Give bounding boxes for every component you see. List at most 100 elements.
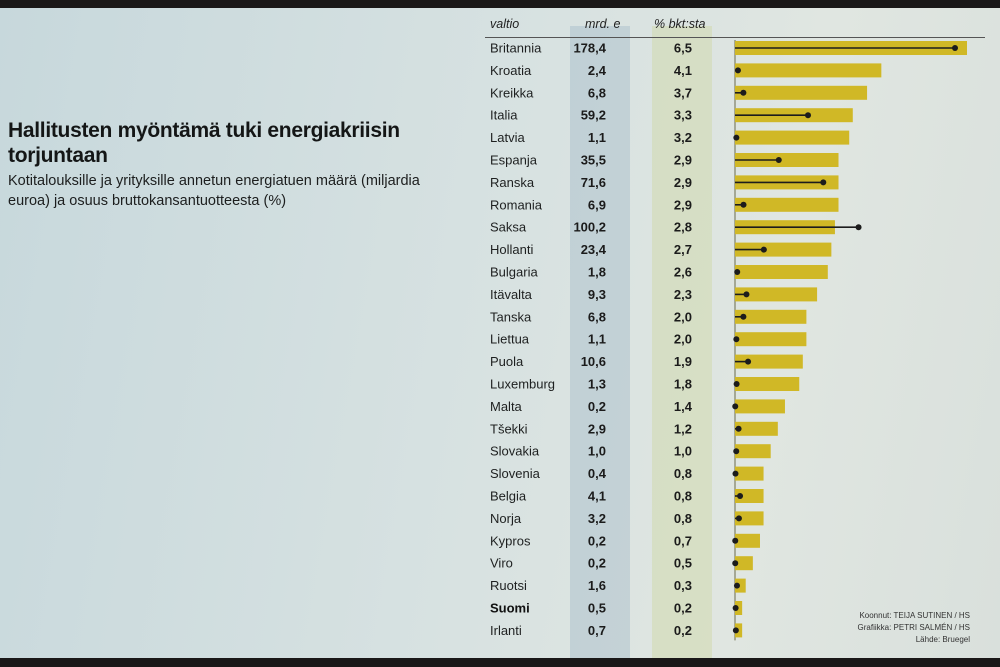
amount-label: 100,2 xyxy=(573,220,606,235)
pct-bar xyxy=(735,242,832,257)
amount-label: 178,4 xyxy=(573,41,606,56)
pct-bar xyxy=(735,556,753,571)
country-label: Viro xyxy=(490,556,513,571)
amount-dot xyxy=(740,89,747,96)
pct-label: 2,9 xyxy=(674,197,692,212)
pct-bar xyxy=(735,377,800,391)
pct-label: 0,8 xyxy=(674,466,692,481)
amount-dot xyxy=(732,605,739,611)
country-label: Latvia xyxy=(490,130,525,145)
pct-label: 0,5 xyxy=(674,556,692,571)
amount-dot xyxy=(732,627,739,634)
country-label: Norja xyxy=(490,511,522,526)
credit-compiled: Koonnut: TEIJA SUTINEN / HS xyxy=(859,611,970,620)
country-label: Bulgaria xyxy=(490,265,538,280)
amount-label: 4,1 xyxy=(588,489,606,504)
country-label: Kroatia xyxy=(490,63,532,78)
amount-dot xyxy=(735,425,742,432)
amount-label: 1,3 xyxy=(588,377,606,392)
amount-label: 0,2 xyxy=(588,533,606,548)
amount-dot xyxy=(733,448,740,455)
country-label: Britannia xyxy=(490,41,542,56)
pct-bar xyxy=(735,489,764,503)
pct-bar xyxy=(735,332,807,347)
pct-bar xyxy=(735,85,868,100)
amount-dot xyxy=(775,157,782,163)
pct-bar xyxy=(735,466,764,481)
pct-bar xyxy=(735,63,882,78)
pct-label: 4,1 xyxy=(674,63,692,78)
country-label: Luxemburg xyxy=(490,377,555,392)
amount-dot xyxy=(740,313,747,320)
country-label: Hollanti xyxy=(490,242,533,257)
slide: Hallitusten myöntämä tuki energiakriisin… xyxy=(0,8,1000,658)
pct-label: 2,3 xyxy=(674,287,692,302)
country-label: Malta xyxy=(490,399,523,414)
header-country: valtio xyxy=(490,17,520,31)
header-pct: % bkt:sta xyxy=(654,17,706,31)
pct-label: 2,6 xyxy=(674,265,692,280)
amount-dot xyxy=(743,291,750,298)
country-label: Kypros xyxy=(490,533,531,548)
amount-dot xyxy=(733,134,740,141)
amount-dot xyxy=(734,67,741,74)
amount-dot xyxy=(760,246,767,253)
pct-bar xyxy=(735,130,850,145)
amount-dot xyxy=(733,336,740,343)
amount-dot xyxy=(735,515,742,522)
pct-label: 2,7 xyxy=(674,242,692,257)
pct-bar xyxy=(735,287,818,302)
amount-label: 9,3 xyxy=(588,287,606,302)
country-label: Kreikka xyxy=(490,85,534,100)
pct-bar xyxy=(735,533,760,548)
country-label: Suomi xyxy=(490,601,530,616)
pct-label: 0,8 xyxy=(674,511,692,526)
pct-label: 1,4 xyxy=(674,399,693,414)
country-label: Espanja xyxy=(490,153,538,168)
amount-label: 3,2 xyxy=(588,511,606,526)
credit-source: Lähde: Bruegel xyxy=(915,635,970,644)
country-label: Slovakia xyxy=(490,444,540,459)
amount-dot xyxy=(737,493,744,499)
country-label: Liettua xyxy=(490,332,530,347)
title-block: Hallitusten myöntämä tuki energiakriisin… xyxy=(8,118,448,211)
amount-dot xyxy=(733,582,740,589)
amount-dot xyxy=(734,269,741,275)
pct-bar xyxy=(735,421,778,436)
pct-label: 0,2 xyxy=(674,601,692,616)
amount-dot xyxy=(733,381,740,387)
pct-label: 2,9 xyxy=(674,175,692,190)
amount-dot xyxy=(732,470,739,477)
pct-bar xyxy=(735,444,771,459)
chart-rows: Britannia 178,4 6,5 Kroatia 2,4 4,1 Kreikka 6,8… xyxy=(490,40,967,641)
country-label: Tanska xyxy=(490,309,532,324)
country-label: Ranska xyxy=(490,175,535,190)
credit-graphics: Grafiikka: PETRI SALMÉN / HS xyxy=(857,623,970,632)
credits: Koonnut: TEIJA SUTINEN / HS Grafiikka: P… xyxy=(858,610,970,646)
pct-bar xyxy=(735,197,839,212)
country-label: Itävalta xyxy=(490,287,533,302)
country-label: Romania xyxy=(490,197,543,212)
pct-bar xyxy=(735,354,803,369)
amount-label: 2,4 xyxy=(588,63,607,78)
amount-label: 59,2 xyxy=(581,108,606,123)
pct-label: 6,5 xyxy=(674,41,692,56)
chart-subtitle: Kotitalouksille ja yrityksille annetun e… xyxy=(8,173,420,209)
amount-dot xyxy=(855,224,862,231)
chart-title: Hallitusten myöntämä tuki energiakriisin… xyxy=(8,119,400,167)
amount-label: 1,6 xyxy=(588,578,606,593)
pct-label: 0,3 xyxy=(674,578,692,593)
amount-column-band xyxy=(570,26,630,658)
amount-label: 35,5 xyxy=(581,153,606,168)
amount-label: 23,4 xyxy=(581,242,607,257)
amount-dot xyxy=(732,537,739,544)
pct-bar xyxy=(735,265,828,279)
pct-label: 3,2 xyxy=(674,130,692,145)
pct-label: 1,8 xyxy=(674,377,692,392)
amount-label: 6,8 xyxy=(588,85,606,100)
amount-dot xyxy=(732,403,739,410)
country-label: Italia xyxy=(490,108,518,123)
pct-label: 2,0 xyxy=(674,309,692,324)
pct-label: 1,0 xyxy=(674,444,692,459)
pct-label: 0,8 xyxy=(674,489,692,504)
